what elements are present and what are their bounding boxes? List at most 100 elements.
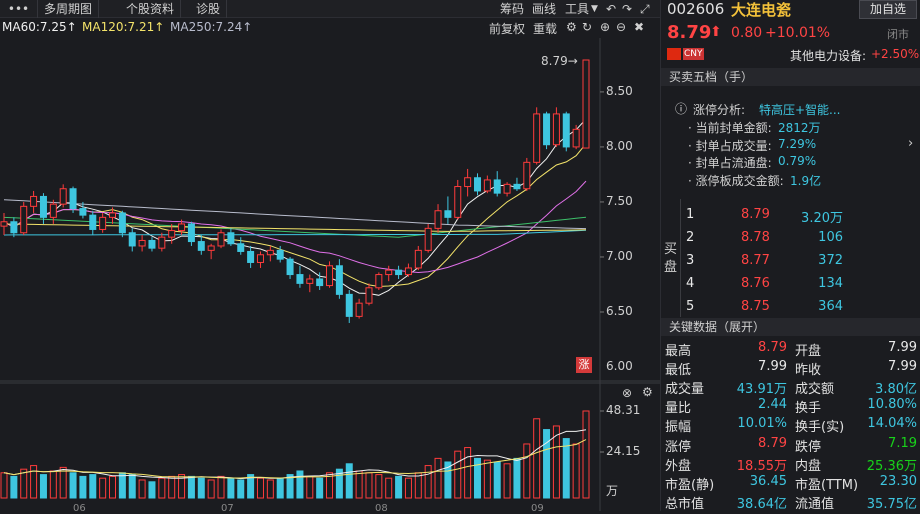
ma-legend-bar: MA60:7.25↑ MA120:7.21↑ MA250:7.24↑ 前复权 重… — [0, 18, 660, 38]
bid-row[interactable]: 4 8.76 134 — [683, 276, 913, 296]
bid-price: 8.78 — [741, 230, 770, 245]
zoom-out-icon[interactable]: ⊖ — [616, 20, 627, 34]
keydata-value: 14.04% — [867, 416, 917, 432]
multi-period-button[interactable]: 多周期图 — [38, 0, 100, 18]
candle-body — [552, 113, 560, 146]
price-tick-label: 8.50 — [606, 83, 633, 98]
ma250-label: MA250:7.24↑ — [170, 20, 253, 34]
candle-body — [69, 188, 77, 210]
up-arrow-icon: ⬆ — [710, 24, 722, 40]
bid-price: 8.75 — [741, 299, 770, 314]
candle-body — [227, 232, 235, 245]
chevron-right-icon[interactable]: › — [908, 136, 914, 151]
candle-body — [158, 236, 166, 249]
volume-bar — [118, 472, 126, 499]
volume-close-icon[interactable]: ⊗ — [622, 386, 633, 400]
volume-bar — [256, 477, 264, 499]
candle-body — [39, 195, 47, 218]
volume-bar — [355, 470, 363, 499]
chips-button[interactable]: 筹码 — [500, 2, 525, 16]
candle-body — [444, 210, 452, 218]
volume-bar — [30, 465, 38, 499]
candle-body — [256, 254, 264, 263]
limitup-info-value: 2812万 — [778, 121, 821, 135]
limitup-info-value: 0.79% — [778, 154, 817, 168]
keydata-label: 最高 — [665, 344, 692, 359]
keydata-value: 23.30 — [879, 473, 917, 489]
refresh-icon[interactable]: ↻ — [582, 20, 593, 34]
volume-bar — [365, 472, 373, 499]
currency-badge: CNY — [683, 48, 704, 60]
keydata-row: 最高 8.79 开盘 7.99 — [661, 339, 920, 359]
volume-bar — [10, 475, 18, 499]
undo-icon[interactable]: ↶ — [606, 2, 617, 16]
keydata-label: 内盘 — [795, 458, 822, 474]
volume-bar — [335, 468, 343, 499]
candle-body — [572, 128, 580, 148]
restore-right-button[interactable]: 前复权 — [489, 22, 526, 36]
candle-body — [395, 269, 403, 276]
volume-bar — [109, 475, 117, 499]
orderbook-header[interactable]: 买卖五档（手） — [661, 68, 920, 86]
volume-ma-line — [3, 439, 587, 479]
candle-body — [454, 186, 462, 218]
zoom-in-icon[interactable]: ⊕ — [600, 20, 611, 34]
candle-body — [148, 239, 156, 249]
price-tick-label: 7.00 — [606, 248, 633, 263]
tools-button[interactable]: 工具 — [565, 2, 590, 16]
candle-body — [30, 195, 38, 207]
keydata-label: 换手(实) — [795, 420, 845, 436]
redo-icon[interactable]: ↷ — [622, 2, 633, 16]
bid-price: 8.77 — [741, 253, 770, 268]
sector-name[interactable]: 其他电力设备: — [790, 49, 867, 63]
candle-body — [326, 265, 334, 287]
bid-row[interactable]: 1 8.79 3.20万 — [683, 207, 913, 227]
keydata-row: 总市值 38.64亿 流通值 35.75亿 — [661, 492, 920, 512]
tools-chevron-icon[interactable]: ▼ — [591, 4, 598, 14]
keydata-header[interactable]: 关键数据（展开） — [661, 318, 920, 336]
volume-bar — [345, 463, 353, 499]
reload-button[interactable]: 重载 — [533, 22, 558, 36]
add-watchlist-button[interactable]: 加自选 — [859, 0, 917, 19]
bid-row[interactable]: 5 8.75 364 — [683, 299, 913, 319]
chart-settings-icon[interactable]: ⚙ — [566, 20, 577, 34]
volume-bar — [493, 461, 501, 499]
candle-body — [89, 214, 97, 230]
candle-body — [187, 223, 195, 243]
candle-body — [266, 249, 274, 256]
candle-body — [49, 203, 57, 218]
ma5-line — [3, 118, 587, 296]
draw-line-button[interactable]: 画线 — [532, 2, 557, 16]
volume-settings-icon[interactable]: ⚙ — [642, 385, 653, 399]
month-tick-label: 06 — [73, 503, 86, 514]
limitup-info-label: · 封单占成交量: — [688, 138, 772, 153]
volume-bar — [543, 429, 551, 499]
menu-icon[interactable]: ••• — [0, 0, 38, 18]
volume-bar — [444, 461, 452, 499]
volume-bar — [523, 443, 531, 499]
bid-side-label: 买盘 — [661, 199, 681, 317]
limitup-analysis-label: 涨停分析: — [693, 103, 746, 117]
volume-bar — [197, 477, 205, 499]
limitup-info-value: 7.29% — [778, 136, 817, 151]
close-chart-icon[interactable]: ✖ — [634, 20, 645, 34]
limitup-analysis-link[interactable]: 特高压+智能... — [759, 103, 841, 117]
bid-row[interactable]: 3 8.77 372 — [683, 253, 913, 273]
bid-price: 8.79 — [741, 207, 770, 222]
kline-chart[interactable] — [0, 38, 660, 511]
keydata-value: 8.79 — [758, 340, 787, 355]
stock-profile-button[interactable]: 个股资料 — [120, 0, 182, 18]
month-tick-label: 09 — [531, 503, 544, 514]
diagnose-button[interactable]: 诊股 — [190, 0, 228, 18]
bid-row[interactable]: 2 8.78 106 — [683, 230, 913, 250]
expand-icon[interactable]: ⤢ — [640, 2, 650, 16]
volume-bar — [227, 477, 235, 499]
candle-body — [316, 278, 324, 287]
volume-bar — [385, 477, 393, 499]
volume-bar — [503, 463, 511, 499]
price-tick-label: 6.50 — [606, 303, 633, 318]
bid-level: 1 — [686, 207, 695, 222]
keydata-label: 振幅 — [665, 420, 692, 436]
price-tick-label: 7.50 — [606, 193, 633, 208]
candle-body — [543, 113, 551, 146]
